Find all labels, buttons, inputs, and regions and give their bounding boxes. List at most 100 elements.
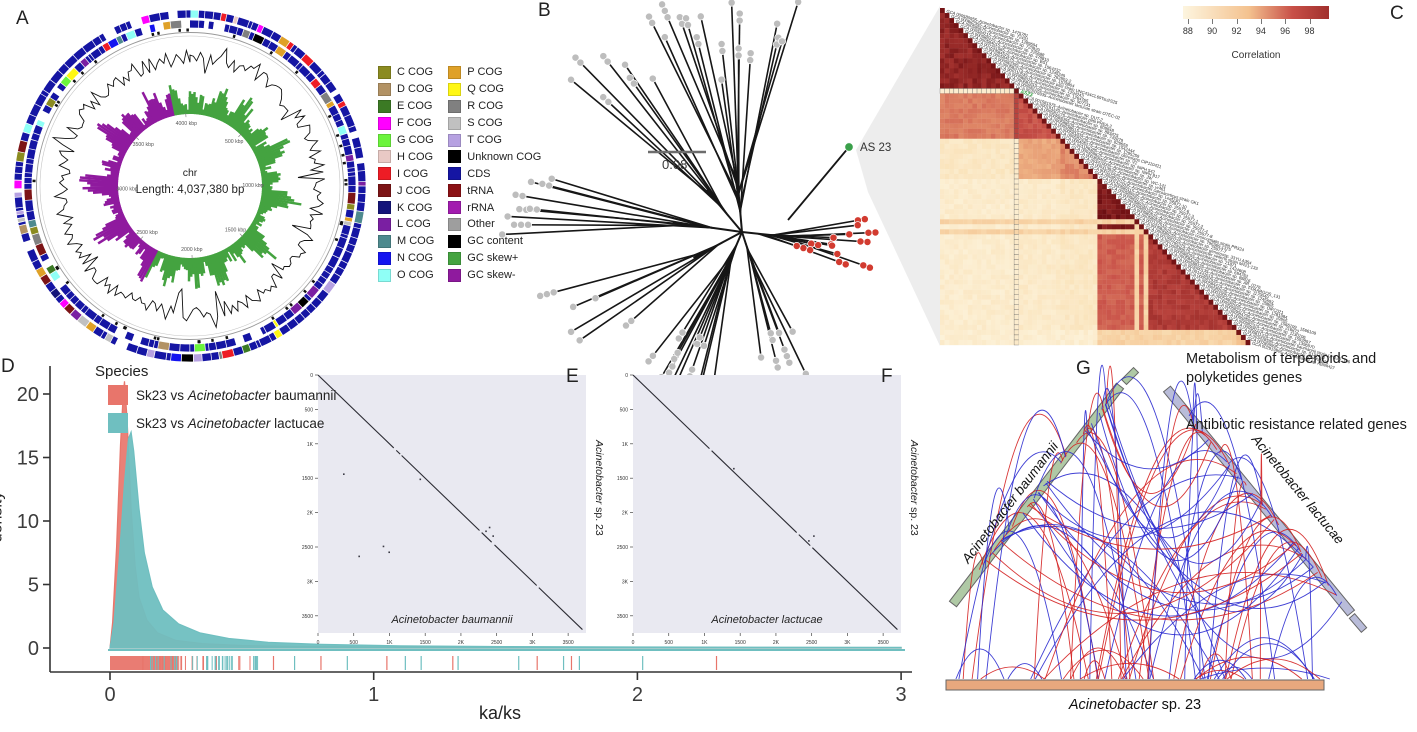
heatmap-as23-label: AS23	[1020, 89, 1034, 98]
legend-swatch	[378, 234, 391, 248]
legend-item-other: Other	[448, 216, 541, 233]
dotplot-y-tick: 2500	[302, 545, 313, 551]
dotplot-x-tick: 2K	[458, 640, 465, 646]
dotplot-y-tick: 1500	[302, 476, 313, 482]
ring-tick-label: 4000 kbp	[176, 121, 197, 127]
colorbar-tick-label: 96	[1280, 26, 1291, 36]
legend-label: K COG	[397, 201, 433, 214]
legend-label: G COG	[397, 134, 434, 146]
dotplot-y-tick: 3K	[307, 579, 314, 585]
legend-swatch-baumannii	[108, 385, 128, 405]
colorbar-tick	[1285, 19, 1287, 24]
legend-item-e-cog: E COG	[378, 98, 434, 115]
legend-item-lactucae: Sk23 vs Acinetobacter lactucae	[108, 413, 324, 433]
legend-item-gc-content: GC content	[448, 233, 541, 250]
colorbar-tick-label: 90	[1207, 26, 1218, 36]
legend-swatch	[378, 167, 391, 181]
legend-swatch	[378, 201, 391, 215]
apex-nub-right	[1348, 613, 1368, 633]
legend-swatch	[448, 184, 462, 198]
dotplot-y-tick: 2K	[622, 511, 629, 517]
legend-label: C COG	[397, 66, 434, 79]
colorbar-tick	[1236, 19, 1238, 24]
legend-item-unknown-cog: Unknown COG	[448, 148, 541, 165]
legend-swatch	[448, 82, 462, 96]
colorbar-tick-label: 94	[1255, 26, 1266, 36]
legend-item-d-cog: D COG	[378, 81, 434, 98]
annotation-terpenoids: Metabolism of terpenoids and polyketides…	[1186, 351, 1377, 386]
legend-item-rrna: rRNA	[448, 199, 541, 216]
tree-scale-label: 0.08	[662, 157, 687, 172]
legend-label: M COG	[397, 235, 435, 248]
ring-tick-label: 3000 kbp	[116, 187, 137, 193]
legend-item-i-cog: I COG	[378, 165, 434, 182]
phylo-tree-panel: AS 23 0.08	[498, 0, 940, 418]
dotplot-x-tick: 3K	[844, 640, 851, 646]
legend-swatch	[378, 268, 391, 282]
ring-tick-label: 1500 kbp	[225, 228, 246, 234]
dotplot-f-y-label: Acinetobacter sp. 23	[908, 440, 920, 536]
dotplot-x-tick: 1500	[420, 640, 431, 646]
dotplot-x-tick: 3K	[529, 640, 536, 646]
dotplot-lactucae: 0 0 500 500 1K 1K 1500 1500 2K 2K 2500 2500 3K 3K 3500…	[617, 373, 901, 646]
correlation-heatmap: GCA 000580955–Acinetobacter sp. 1475781G…	[939, 8, 1351, 371]
dotplot-f-x-label: Acinetobacter lactucae	[711, 614, 823, 626]
chromosome-length: Length: 4,037,380 bp	[135, 184, 245, 196]
legend-swatch-lactucae	[108, 413, 128, 433]
dotplot-x-tick: 1K	[701, 640, 708, 646]
dotplot-y-tick: 0	[310, 373, 313, 379]
legend-label: D COG	[397, 83, 434, 96]
dotplot-y-tick: 1K	[307, 442, 314, 448]
legend-label: N COG	[397, 252, 434, 265]
legend-swatch	[378, 99, 391, 113]
correlation-colorbar: 88 90 92 94 96 98 Correlation	[1183, 6, 1329, 61]
legend-swatch	[448, 65, 462, 79]
ring-tick-label: 1000 kbp	[242, 183, 263, 189]
kaks-density-plot: 0 5 10 15 20 0 1 2 3	[17, 366, 912, 706]
density-y-tick: 15	[17, 448, 39, 470]
density-y-tick: 10	[17, 511, 39, 533]
dotplot-baumannii: 0 0 500 500 1K 1K 1500 1500 2K 2K 2500 2500 3K 3K 3500…	[302, 373, 586, 646]
dotplot-x-tick: 2500	[491, 640, 502, 646]
legend-label: GC content	[467, 235, 523, 248]
legend-label: I COG	[397, 167, 429, 180]
legend-swatch	[448, 234, 462, 248]
colorbar-ticks: 88 90 92 94 96 98	[1183, 19, 1329, 36]
ring-tick-label: 500 kbp	[225, 139, 244, 145]
ring-tick-label: 3500 kbp	[133, 142, 154, 148]
legend-item-h-cog: H COG	[378, 148, 434, 165]
dotplot-x-tick: 2K	[773, 640, 780, 646]
legend-label: rRNA	[467, 201, 495, 214]
colorbar-tick	[1260, 19, 1262, 24]
genome-bar-sp23	[945, 679, 1325, 691]
dotplot-y-tick: 500	[305, 407, 314, 413]
kaks-rug	[110, 656, 718, 670]
apex-nub-left	[1120, 366, 1140, 386]
legend-label: Unknown COG	[467, 150, 542, 163]
legend-item-l-cog: L COG	[378, 216, 434, 233]
dotplot-y-tick: 3500	[302, 614, 313, 620]
ring-tick-label: 2500 kbp	[136, 230, 157, 236]
cog-legend: C COG D COG E COG F COG G COG H COG I COG J COG…	[378, 64, 541, 284]
legend-label: F COG	[397, 117, 432, 130]
colorbar-tick-label: 98	[1304, 26, 1315, 36]
legend-item-t-cog: T COG	[448, 132, 541, 149]
dotplot-x-tick: 500	[350, 640, 359, 646]
density-x-axis-title: ka/ks	[478, 703, 522, 723]
legend-item-n-cog: N COG	[378, 250, 434, 267]
legend-swatch	[448, 201, 462, 215]
legend-swatch	[448, 133, 462, 147]
density-y-tick: 0	[28, 638, 39, 660]
dotplot-y-tick: 1K	[622, 442, 629, 448]
panel-e-label: E	[566, 366, 579, 387]
legend-label: tRNA	[467, 184, 494, 197]
dotplot-y-tick: 3K	[622, 579, 629, 585]
legend-item-gc-skew-: GC skew+	[448, 250, 541, 267]
density-x-tick: 1	[368, 684, 379, 706]
legend-swatch	[378, 184, 391, 198]
dotplot-y-tick: 2K	[307, 511, 314, 517]
colorbar-tick-label: 92	[1231, 26, 1242, 36]
legend-item-gc-skew-: GC skew-	[448, 267, 541, 284]
